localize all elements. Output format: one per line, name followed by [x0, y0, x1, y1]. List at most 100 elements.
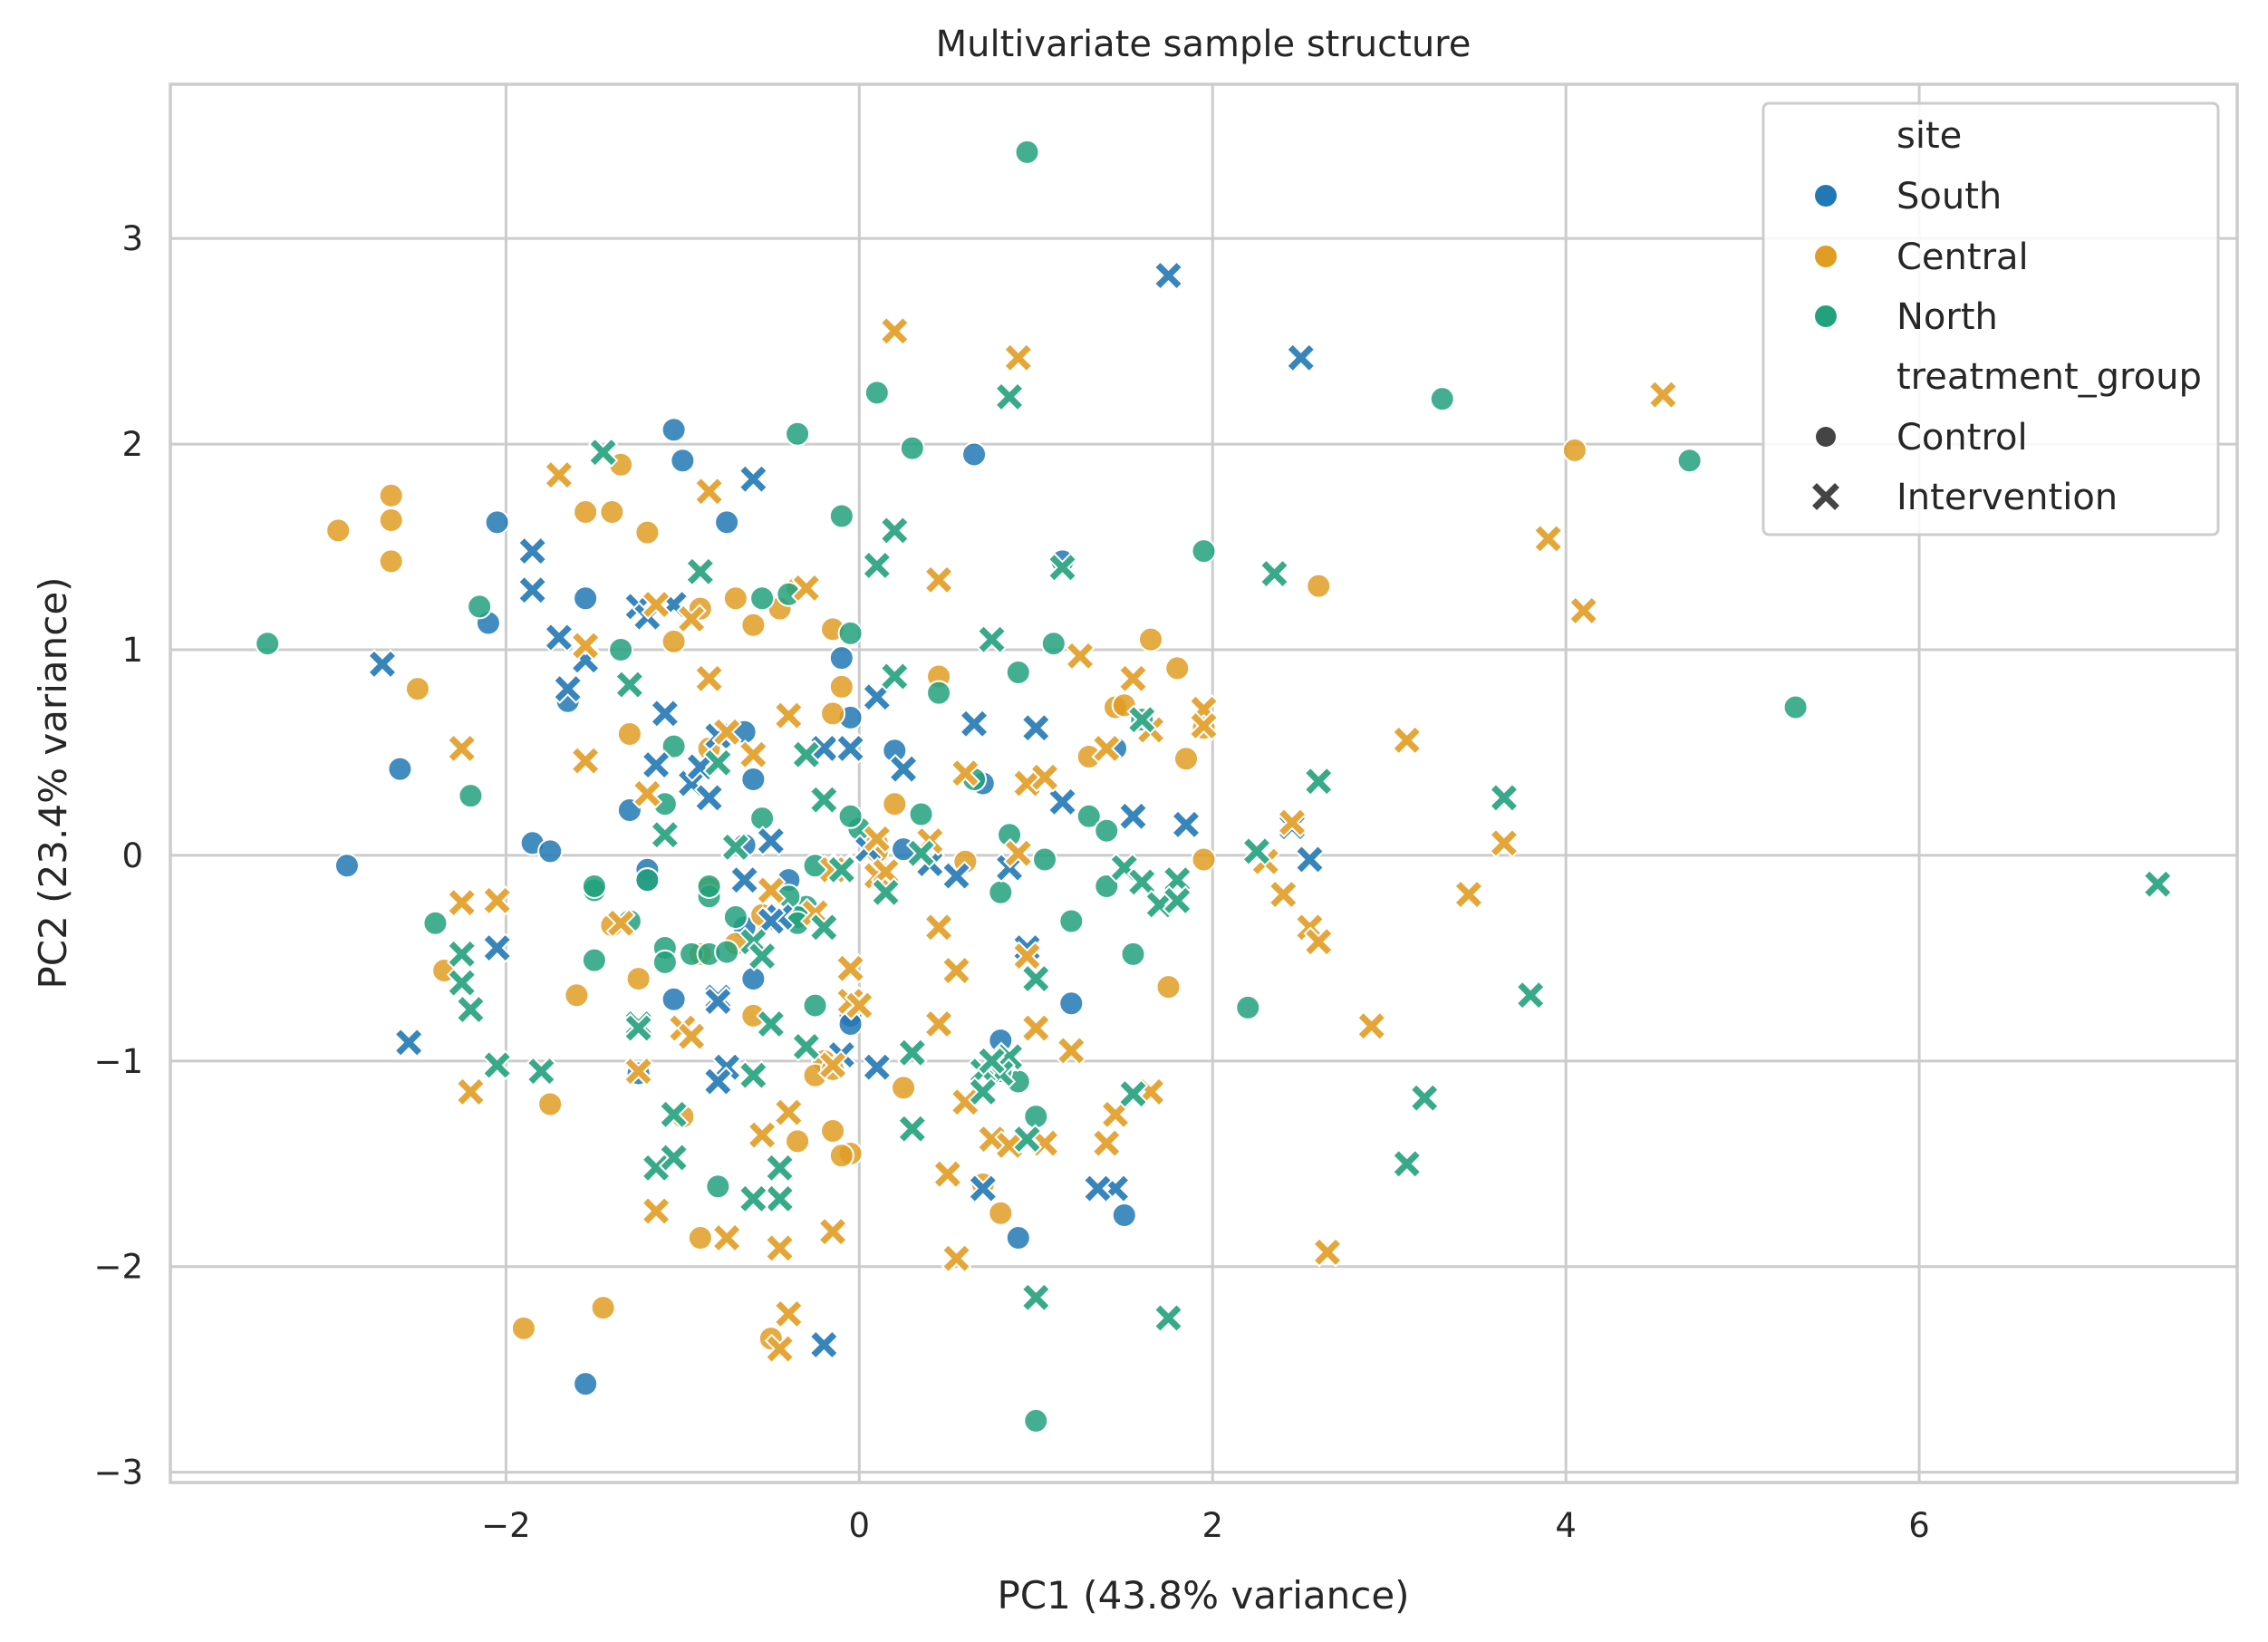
y-tick-label: 1: [121, 631, 143, 670]
y-tick-label: 0: [121, 836, 143, 875]
north-control-point: [1191, 538, 1217, 565]
south-intervention-point-mark: [396, 1029, 422, 1056]
central-intervention-point: [632, 778, 663, 809]
south-intervention-point-mark: [651, 700, 678, 727]
y-tick-label: −3: [93, 1454, 143, 1492]
north-control-point: [749, 585, 776, 612]
north-intervention-point-mark: [616, 671, 642, 698]
north-intervention-point: [764, 1153, 796, 1183]
central-intervention-point: [941, 955, 972, 986]
central-control-point: [510, 1315, 536, 1341]
south-intervention-point-mark: [484, 935, 510, 961]
north-control-point: [908, 801, 934, 827]
north-intervention-point-mark: [449, 941, 475, 967]
north-intervention-point: [1162, 864, 1193, 895]
north-intervention-point-mark: [661, 1145, 687, 1171]
central-intervention-point-mark: [997, 1132, 1022, 1158]
north-intervention-point: [1153, 1302, 1184, 1334]
central-intervention-point: [693, 662, 725, 694]
north-control-point: [714, 939, 740, 965]
central-intervention-point-mark: [846, 992, 873, 1019]
central-intervention-point: [455, 1077, 487, 1107]
central-intervention-point: [950, 758, 981, 788]
central-intervention-point-mark: [545, 462, 572, 488]
central-intervention-point: [1391, 725, 1423, 756]
central-intervention-point-mark: [943, 1245, 970, 1271]
central-control-point: [634, 519, 661, 546]
central-intervention-point: [641, 589, 671, 620]
north-intervention-point-mark: [1394, 1151, 1420, 1177]
north-control-point: [255, 631, 281, 657]
x-tick-label: 4: [1555, 1506, 1577, 1545]
central-intervention-point: [1268, 879, 1299, 910]
south-intervention-point: [941, 860, 972, 892]
central-intervention-point-mark: [952, 1089, 979, 1116]
central-intervention-point: [570, 630, 601, 662]
north-control-point: [1120, 941, 1146, 967]
y-tick-label: −1: [93, 1042, 143, 1081]
north-intervention-point-mark: [793, 1034, 819, 1059]
central-intervention-point: [693, 476, 725, 507]
south-control-point: [714, 509, 740, 536]
south-intervention-point-mark: [545, 624, 572, 651]
north-control-point: [1023, 1407, 1049, 1434]
south-intervention-point-mark: [519, 538, 545, 565]
x-tick-label: −2: [481, 1506, 531, 1545]
central-intervention-point: [835, 952, 866, 984]
central-control-point: [988, 1200, 1014, 1226]
north-intervention-point-mark: [997, 383, 1022, 410]
north-control-point: [634, 867, 661, 893]
central-control-point: [828, 1143, 854, 1169]
north-intervention-point: [994, 382, 1025, 412]
central-control-point: [1561, 437, 1588, 463]
x-tick-label: 2: [1202, 1506, 1223, 1545]
north-intervention-point: [968, 1077, 999, 1107]
north-intervention-point: [862, 550, 893, 581]
north-intervention-point-mark: [651, 822, 678, 848]
central-intervention-point-mark: [449, 735, 475, 761]
central-intervention-point: [817, 1049, 848, 1081]
south-intervention-point: [862, 681, 893, 712]
north-intervention-point-mark: [882, 663, 908, 690]
north-intervention-point: [685, 556, 716, 587]
central-intervention-point-mark: [837, 955, 864, 981]
central-intervention-point: [1020, 1012, 1052, 1044]
north-intervention-point: [720, 832, 751, 863]
central-intervention-point: [1091, 1127, 1123, 1159]
central-intervention-point-mark: [1358, 1013, 1385, 1039]
central-intervention-point: [844, 990, 875, 1021]
north-intervention-point: [791, 739, 822, 770]
south-intervention-point-mark: [864, 1054, 890, 1080]
south-intervention-point: [1294, 844, 1326, 875]
central-intervention-point-mark: [484, 887, 510, 913]
north-control-point: [422, 910, 449, 936]
north-intervention-point: [455, 994, 487, 1025]
north-intervention-point: [870, 876, 902, 908]
central-intervention-point-mark: [749, 1122, 776, 1148]
central-control-point: [820, 700, 846, 727]
legend-intervention-marker: [1812, 483, 1839, 510]
north-intervention-point-mark: [484, 1052, 510, 1078]
central-control-point: [537, 1091, 564, 1117]
north-control-point: [696, 873, 722, 899]
south-intervention-point: [552, 673, 584, 704]
north-intervention-point-mark: [1129, 707, 1155, 733]
south-intervention-point: [862, 1051, 893, 1083]
central-intervention-point-mark: [625, 1058, 651, 1085]
central-intervention-point: [446, 887, 478, 918]
north-intervention-point: [756, 1009, 787, 1039]
north-intervention-point-mark: [1164, 867, 1191, 893]
south-intervention-point: [1153, 260, 1184, 291]
north-intervention-point-mark: [758, 1011, 784, 1037]
central-intervention-point-mark: [943, 958, 970, 983]
central-intervention-point-mark: [873, 859, 899, 885]
north-intervention-point: [879, 661, 911, 692]
central-intervention-point: [1011, 768, 1043, 799]
north-control-point: [1094, 873, 1120, 899]
central-intervention-point-mark: [926, 1011, 952, 1037]
central-control-point: [378, 507, 404, 534]
south-intervention-point-mark: [705, 1068, 731, 1095]
south-intervention-point-mark: [943, 863, 970, 889]
legend-frame: [1761, 101, 2220, 536]
